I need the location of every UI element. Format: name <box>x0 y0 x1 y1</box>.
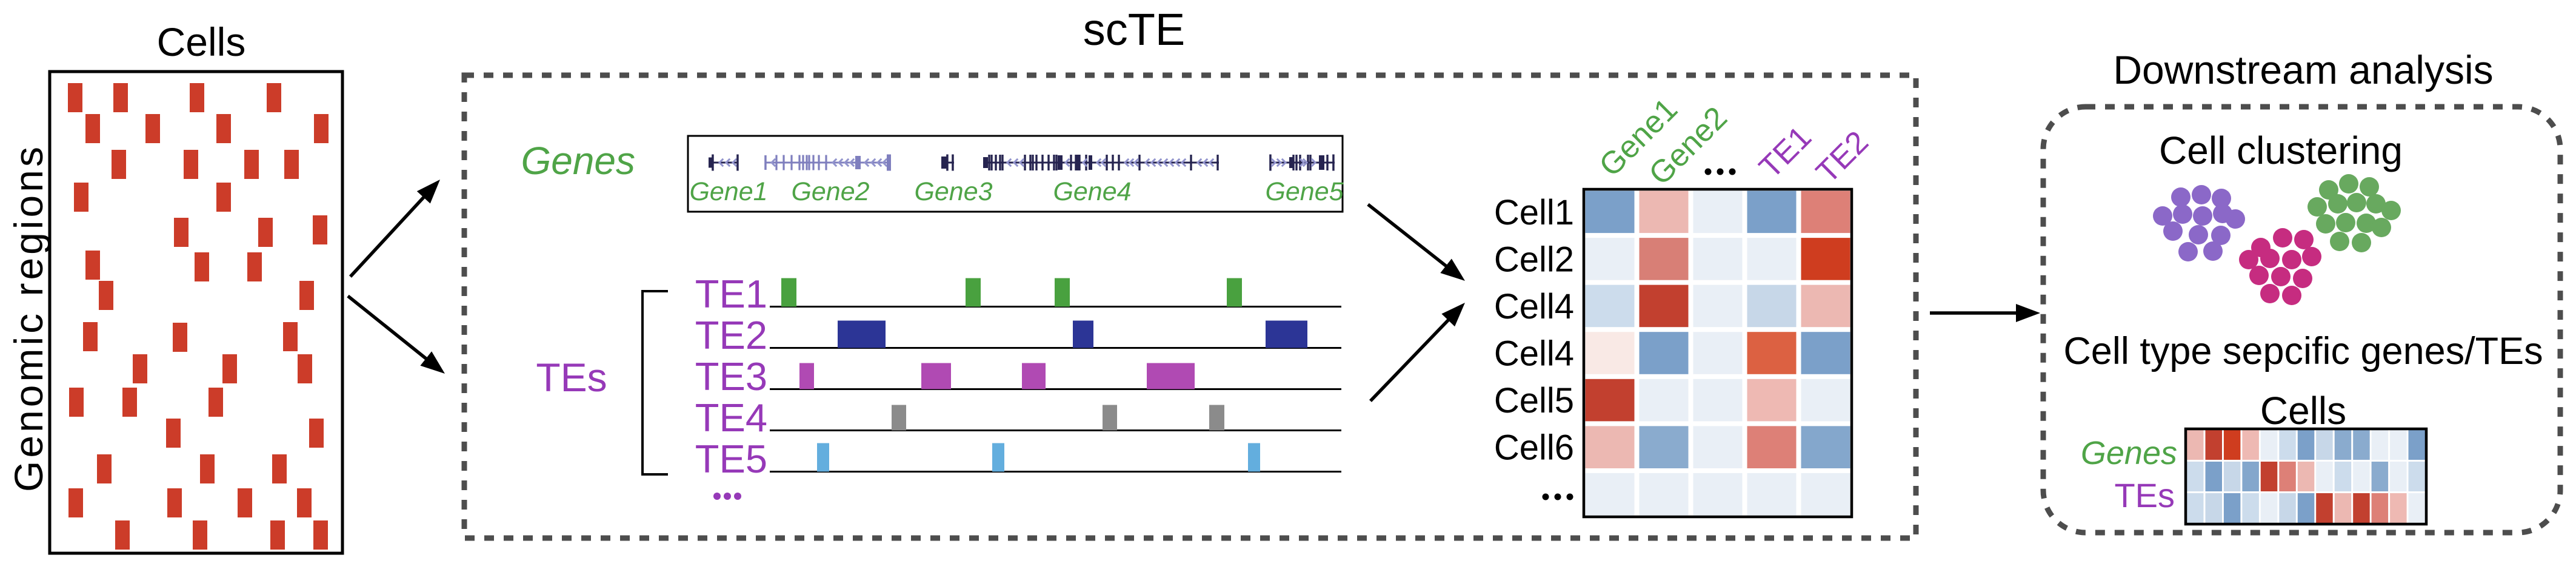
svg-text:TE4: TE4 <box>695 396 767 440</box>
svg-text:Cell1: Cell1 <box>1494 193 1574 232</box>
svg-text:Gene3: Gene3 <box>914 177 992 206</box>
svg-text:TE3: TE3 <box>695 354 767 399</box>
svg-text:Gene5: Gene5 <box>1265 177 1344 206</box>
svg-text:Genomic regions: Genomic regions <box>6 144 51 492</box>
svg-text:TE1: TE1 <box>695 272 767 316</box>
svg-text:Gene4: Gene4 <box>1053 177 1131 206</box>
svg-text:Cell4: Cell4 <box>1494 334 1574 374</box>
svg-text:Cells: Cells <box>157 19 246 64</box>
svg-text:TE2: TE2 <box>695 313 767 357</box>
svg-text:Gene2: Gene2 <box>791 177 869 206</box>
svg-text:Genes: Genes <box>2081 435 2177 471</box>
svg-text:TE5: TE5 <box>695 437 767 481</box>
svg-text:Cells: Cells <box>2260 389 2346 433</box>
svg-text:Cell2: Cell2 <box>1494 240 1574 279</box>
svg-text:Genes: Genes <box>521 139 635 183</box>
svg-text:Cell clustering: Cell clustering <box>2159 129 2403 172</box>
svg-text:Cell type sepcific genes/TEs: Cell type sepcific genes/TEs <box>2063 330 2543 372</box>
svg-text:Cell6: Cell6 <box>1494 428 1574 468</box>
svg-text:scTE: scTE <box>1083 4 1186 55</box>
svg-text:TEs: TEs <box>2114 476 2175 514</box>
svg-text:Cell4: Cell4 <box>1494 287 1574 326</box>
svg-text:Downstream analysis: Downstream analysis <box>2113 47 2493 92</box>
svg-text:TEs: TEs <box>536 355 607 400</box>
svg-text:Cell5: Cell5 <box>1494 381 1574 420</box>
svg-text:Gene1: Gene1 <box>689 177 767 206</box>
